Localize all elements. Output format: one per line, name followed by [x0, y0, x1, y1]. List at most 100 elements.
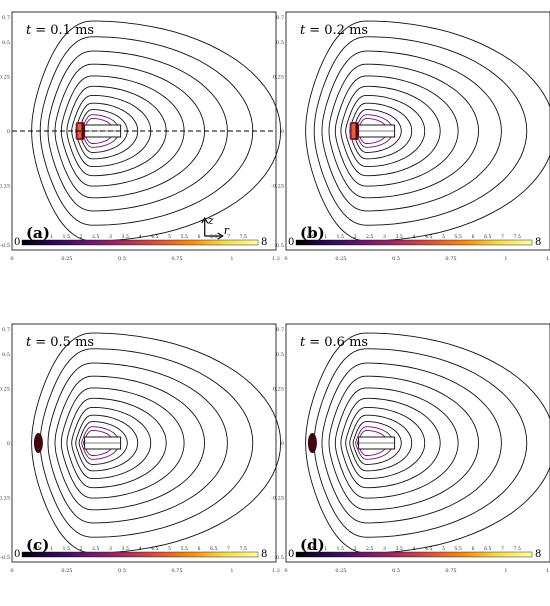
- x-tick-label: 1.2: [546, 568, 550, 574]
- x-tick-label: 0.25: [335, 568, 346, 574]
- colorbar-tick-label: 4: [139, 234, 142, 240]
- colorbar-tick-label: 6: [472, 546, 475, 552]
- y-tick-label: -0.5: [274, 243, 284, 249]
- y-tick-label: -0.25: [271, 184, 284, 190]
- panel-label: (d): [300, 536, 325, 554]
- plasma-blob: [33, 433, 43, 453]
- contour-line: [71, 406, 152, 480]
- colorbar-tick-label: 7.5: [240, 546, 247, 552]
- colorbar-max-label: 8: [535, 549, 541, 560]
- y-tick-label: -0.25: [0, 496, 10, 502]
- colorbar-gradient: [295, 239, 533, 246]
- colorbar-tick-label: 1: [324, 234, 327, 240]
- colorbar-tick-label: 4.5: [151, 234, 158, 240]
- contour-line: [47, 362, 228, 524]
- x-tick-label: 1: [504, 568, 507, 574]
- colorbar-tick-label: 2.5: [366, 546, 373, 552]
- y-tick-label: 0.5: [276, 352, 284, 358]
- x-tick-label: 0: [10, 568, 13, 574]
- time-value: = 0.2 ms: [309, 23, 368, 38]
- x-tick-label: 0.5: [392, 256, 400, 262]
- colorbar-tick-label: 2.5: [92, 546, 99, 552]
- colorbar-gradient: [21, 551, 259, 558]
- contour-line: [78, 421, 128, 465]
- x-tick-label: 1: [230, 568, 233, 574]
- colorbar-tick-label: 6: [472, 234, 475, 240]
- colorbar-tick-label: 6: [198, 546, 201, 552]
- y-tick-label: 0: [7, 441, 10, 447]
- panel-label: (b): [300, 224, 325, 242]
- panel-frame: [285, 11, 550, 251]
- colorbar-tick-label: 3: [383, 234, 386, 240]
- x-tick-label: 0.75: [171, 256, 182, 262]
- plasma-edge: [81, 123, 84, 139]
- colorbar-tick-label: 2: [80, 234, 83, 240]
- y-tick-label: 0: [281, 129, 284, 135]
- panel-b: 0.70.50.250-0.25-0.5t = 0.2 ms(b)0.5 1 1.5 2…: [271, 11, 550, 262]
- y-tick-label: 0: [7, 129, 10, 135]
- colorbar-tick-label: 6.5: [210, 234, 217, 240]
- time-value: = 0.6 ms: [309, 335, 368, 350]
- colorbar-tick-label: 5.5: [455, 234, 462, 240]
- x-tick-label: 0.25: [61, 568, 72, 574]
- contour-line: [75, 414, 139, 472]
- panel-label: (a): [26, 224, 50, 242]
- y-tick-label: 0.25: [0, 74, 10, 80]
- colorbar-min-label: 0: [14, 237, 20, 248]
- y-tick-label: 0.7: [276, 15, 284, 21]
- plasma-edge: [355, 123, 358, 139]
- y-tick-label: 0.7: [2, 327, 10, 333]
- x-tick-label: 0: [284, 256, 287, 262]
- panel-label: (c): [26, 536, 49, 554]
- colorbar-tick-label: 1.5: [337, 546, 344, 552]
- colorbar-tick-label: 3: [109, 546, 112, 552]
- colorbar-tick-label: 1: [50, 234, 53, 240]
- colorbar-max-label: 8: [535, 237, 541, 248]
- contour-line: [313, 36, 528, 226]
- contour-line: [66, 85, 167, 177]
- coordinate-axes-icon: zr: [201, 214, 230, 240]
- time-variable: t: [300, 335, 306, 350]
- contour-line: [345, 406, 426, 480]
- contour-line: [340, 85, 441, 177]
- panel-frame: [11, 323, 277, 563]
- colorbar-tick-label: 4: [413, 234, 416, 240]
- y-tick-label: 0.25: [273, 386, 284, 392]
- time-variable: t: [26, 335, 32, 350]
- colorbar-tick-label: 4.5: [425, 234, 432, 240]
- y-tick-label: 0.5: [2, 40, 10, 46]
- colorbar-tick-label: 3.5: [396, 546, 403, 552]
- y-tick-label: -0.5: [274, 555, 284, 561]
- colorbar-tick-label: 5.5: [181, 234, 188, 240]
- colorbar-tick-label: 2.5: [366, 234, 373, 240]
- colorbar-tick-label: 4.5: [151, 546, 158, 552]
- colorbar-tick-label: 2.5: [92, 234, 99, 240]
- colorbar-tick-label: 1.5: [337, 234, 344, 240]
- colorbar-tick-label: 7: [227, 546, 230, 552]
- contour-line: [321, 50, 502, 212]
- z-axis-label: z: [207, 214, 214, 227]
- colorbar-tick-label: 5.5: [455, 546, 462, 552]
- colorbar-tick-label: 7.5: [514, 234, 521, 240]
- colorbar-tick-label: 5: [168, 546, 171, 552]
- colorbar-tick-label: 7: [501, 234, 504, 240]
- x-tick-label: 1.2: [272, 568, 280, 574]
- y-tick-label: -0.25: [271, 496, 284, 502]
- colorbar: 0.5 1 1.5 2 2.5 3 3.5 4 4.5 5 5.5 6 6.5 7 7.5 0 8: [14, 234, 267, 248]
- colorbar-tick-label: 1: [324, 546, 327, 552]
- contour-line: [355, 426, 394, 460]
- x-tick-label: 0: [284, 568, 287, 574]
- colorbar-min-label: 0: [288, 237, 294, 248]
- y-tick-label: 0.7: [276, 327, 284, 333]
- panel-frame: [285, 323, 550, 563]
- y-tick-label: 0: [281, 441, 284, 447]
- colorbar-tick-label: 0.5: [307, 546, 314, 552]
- contour-line: [321, 362, 502, 524]
- time-value: = 0.1 ms: [35, 23, 94, 38]
- contour-line: [81, 426, 120, 460]
- x-tick-label: 1.2: [546, 256, 550, 262]
- colorbar-tick-label: 1.5: [63, 546, 70, 552]
- x-tick-label: 0.75: [171, 568, 182, 574]
- colorbar-tick-label: 5: [168, 234, 171, 240]
